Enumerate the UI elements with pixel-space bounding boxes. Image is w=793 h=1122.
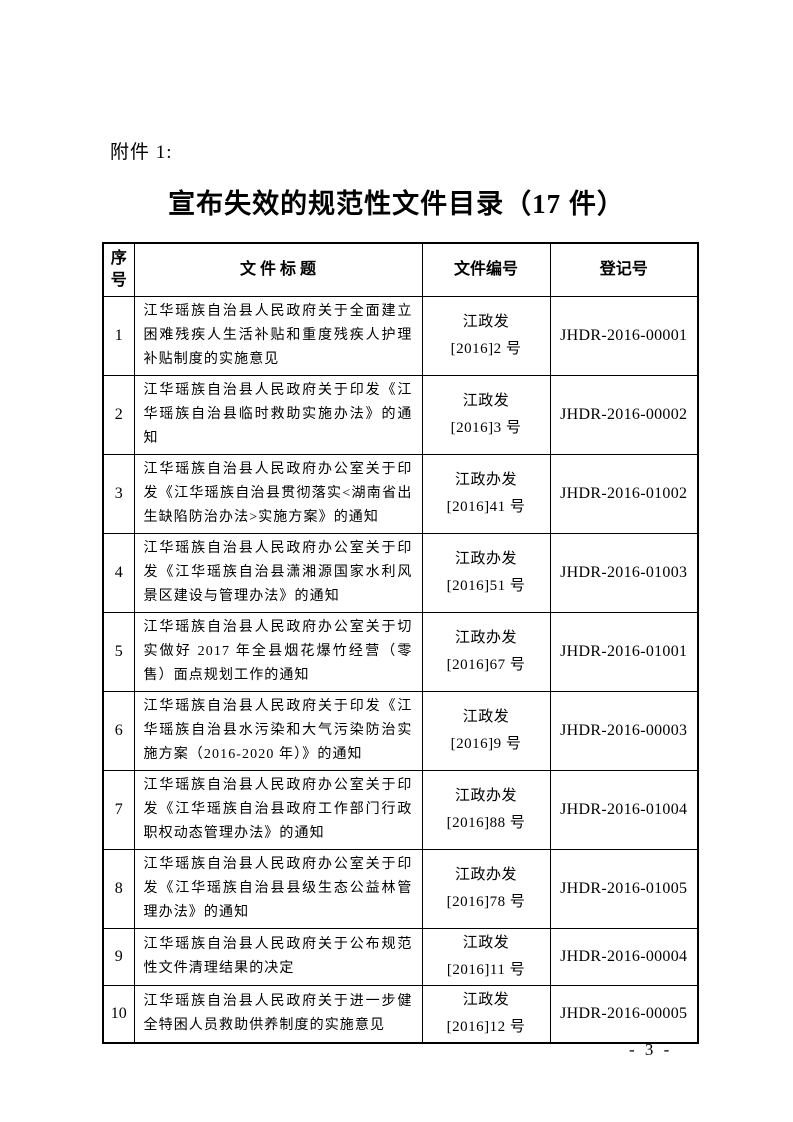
cell-doc-no: 江政发 [2016]2 号 — [421, 295, 551, 376]
cell-doc-no: 江政发 [2016]3 号 — [421, 374, 551, 455]
page-number: - 3 - — [629, 1040, 673, 1059]
table-row: 7 江华瑶族自治县人民政府办公室关于印发《江华瑶族自治县政府工作部门行政职权动态… — [102, 769, 699, 850]
cell-seq-no: 3 — [102, 453, 135, 534]
col-header-reg-no: 登记号 — [549, 242, 699, 297]
cell-reg-no: JHDR-2016-01003 — [549, 532, 699, 613]
cell-seq-no: 7 — [102, 769, 135, 850]
cell-seq-no: 6 — [102, 690, 135, 771]
cell-seq-no: 1 — [102, 295, 135, 376]
table-row: 2 江华瑶族自治县人民政府关于印发《江华瑶族自治县临时救助实施办法》的通知 江政… — [102, 374, 699, 455]
cell-doc-no: 江政办发 [2016]51 号 — [421, 532, 551, 613]
cell-doc-title: 江华瑶族自治县人民政府办公室关于切实做好 2017 年全县烟花爆竹经营（零售）面… — [133, 611, 423, 692]
table-row: 9 江华瑶族自治县人民政府关于公布规范性文件清理结果的决定 江政发 [2016]… — [102, 927, 699, 986]
cell-doc-title: 江华瑶族自治县人民政府办公室关于印发《江华瑶族自治县贯彻落实<湖南省出生缺陷防治… — [133, 453, 423, 534]
col-header-doc-no: 文件编号 — [421, 242, 551, 297]
cell-reg-no: JHDR-2016-00002 — [549, 374, 699, 455]
cell-reg-no: JHDR-2016-00001 — [549, 295, 699, 376]
page-title: 宣布失效的规范性文件目录（17 件） — [168, 189, 625, 219]
cell-doc-title: 江华瑶族自治县人民政府关于印发《江华瑶族自治县临时救助实施办法》的通知 — [133, 374, 423, 455]
cell-doc-title: 江华瑶族自治县人民政府办公室关于印发《江华瑶族自治县政府工作部门行政职权动态管理… — [133, 769, 423, 850]
invalidated-documents-table: 序号 文 件 标 题 文件编号 登记号 1 江华瑶族自治县人民政府关于全面建立困… — [102, 242, 699, 1044]
cell-seq-no: 10 — [102, 984, 135, 1043]
table-row: 3 江华瑶族自治县人民政府办公室关于印发《江华瑶族自治县贯彻落实<湖南省出生缺陷… — [102, 453, 699, 534]
cell-reg-no: JHDR-2016-01002 — [549, 453, 699, 534]
table-header-row: 序号 文 件 标 题 文件编号 登记号 — [102, 242, 699, 297]
cell-reg-no: JHDR-2016-00004 — [549, 927, 699, 986]
table-row: 8 江华瑶族自治县人民政府办公室关于印发《江华瑶族自治县县级生态公益林管理办法》… — [102, 848, 699, 929]
cell-doc-no: 江政发 [2016]9 号 — [421, 690, 551, 771]
cell-reg-no: JHDR-2016-01005 — [549, 848, 699, 929]
cell-doc-no: 江政办发 [2016]67 号 — [421, 611, 551, 692]
col-header-seq-no: 序号 — [102, 242, 135, 297]
table-row: 6 江华瑶族自治县人民政府关于印发《江华瑶族自治县水污染和大气污染防治实施方案（… — [102, 690, 699, 771]
table-row: 10 江华瑶族自治县人民政府关于进一步健全特困人员救助供养制度的实施意见 江政发… — [102, 984, 699, 1043]
cell-doc-title: 江华瑶族自治县人民政府关于全面建立困难残疾人生活补贴和重度残疾人护理补贴制度的实… — [133, 295, 423, 376]
cell-doc-title: 江华瑶族自治县人民政府关于进一步健全特困人员救助供养制度的实施意见 — [133, 984, 423, 1043]
cell-seq-no: 9 — [102, 927, 135, 986]
cell-seq-no: 5 — [102, 611, 135, 692]
cell-reg-no: JHDR-2016-01004 — [549, 769, 699, 850]
cell-doc-title: 江华瑶族自治县人民政府办公室关于印发《江华瑶族自治县县级生态公益林管理办法》的通… — [133, 848, 423, 929]
cell-seq-no: 2 — [102, 374, 135, 455]
table-row: 4 江华瑶族自治县人民政府办公室关于印发《江华瑶族自治县潇湘源国家水利风景区建设… — [102, 532, 699, 613]
col-header-doc-title: 文 件 标 题 — [133, 242, 423, 297]
cell-doc-no: 江政办发 [2016]41 号 — [421, 453, 551, 534]
attachment-label: 附件 1: — [110, 142, 173, 163]
cell-doc-no: 江政发 [2016]12 号 — [421, 984, 551, 1043]
cell-seq-no: 4 — [102, 532, 135, 613]
cell-doc-title: 江华瑶族自治县人民政府关于公布规范性文件清理结果的决定 — [133, 927, 423, 986]
table-row: 5 江华瑶族自治县人民政府办公室关于切实做好 2017 年全县烟花爆竹经营（零售… — [102, 611, 699, 692]
cell-doc-no: 江政办发 [2016]78 号 — [421, 848, 551, 929]
cell-doc-title: 江华瑶族自治县人民政府关于印发《江华瑶族自治县水污染和大气污染防治实施方案（20… — [133, 690, 423, 771]
cell-reg-no: JHDR-2016-01001 — [549, 611, 699, 692]
table-row: 1 江华瑶族自治县人民政府关于全面建立困难残疾人生活补贴和重度残疾人护理补贴制度… — [102, 295, 699, 376]
cell-doc-no: 江政办发 [2016]88 号 — [421, 769, 551, 850]
cell-doc-no: 江政发 [2016]11 号 — [421, 927, 551, 986]
cell-reg-no: JHDR-2016-00003 — [549, 690, 699, 771]
cell-reg-no: JHDR-2016-00005 — [549, 984, 699, 1043]
cell-seq-no: 8 — [102, 848, 135, 929]
cell-doc-title: 江华瑶族自治县人民政府办公室关于印发《江华瑶族自治县潇湘源国家水利风景区建设与管… — [133, 532, 423, 613]
